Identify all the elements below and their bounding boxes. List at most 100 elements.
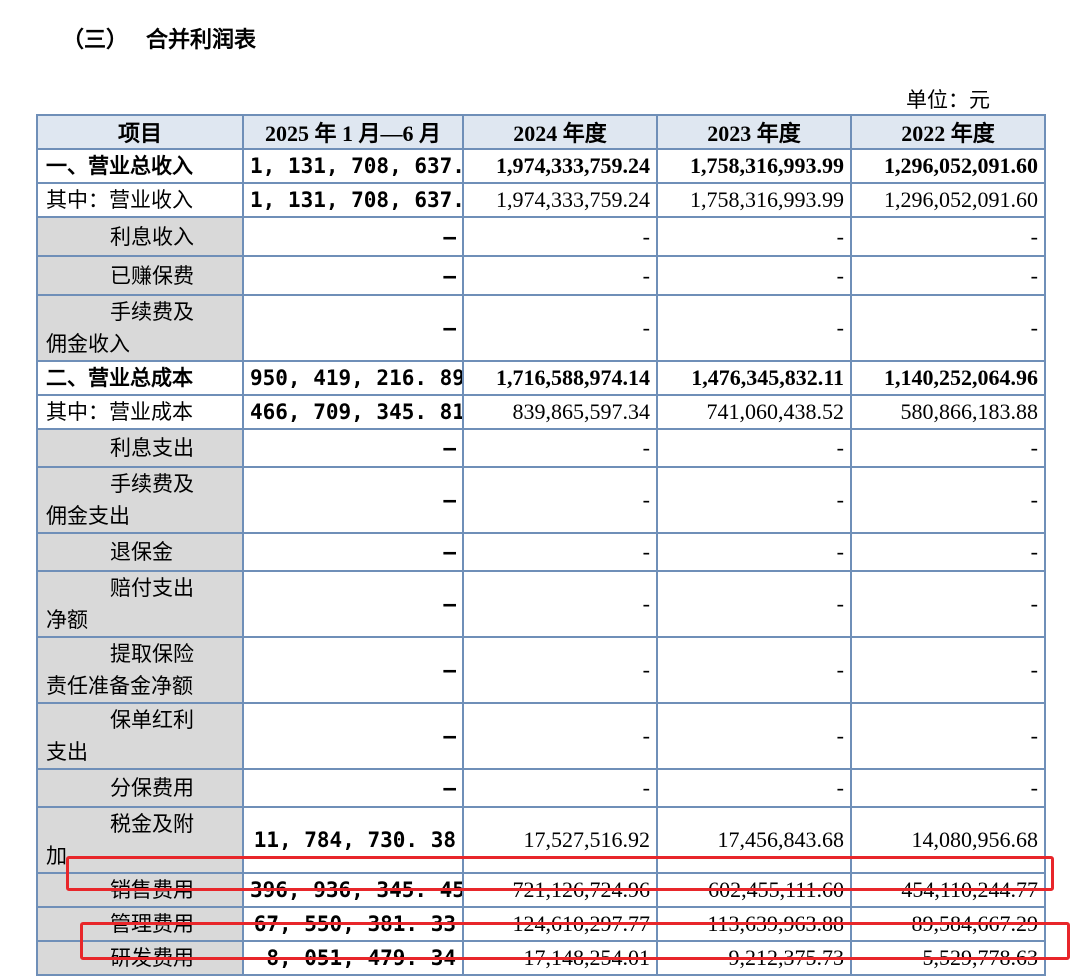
- cell-value: -: [462, 768, 658, 808]
- cell-value: 839,865,597.34: [462, 394, 658, 430]
- cell-value: -: [656, 255, 852, 296]
- header-row: 项目 2025 年 1 月—6 月 2024 年度 2023 年度 2022 年度: [36, 114, 1046, 150]
- cell-value: –: [242, 294, 464, 362]
- cell-value: 1, 131, 708, 637. 76: [242, 148, 464, 184]
- column-header: 2025 年 1 月—6 月: [242, 114, 464, 150]
- table-row: 手续费及 佣金支出 – - - -: [36, 466, 1046, 534]
- highlight-box: [80, 922, 1070, 960]
- label-line: 佣金支出: [46, 504, 130, 528]
- table-row: 其中：营业成本 466, 709, 345. 81 839,865,597.34 74…: [36, 394, 1046, 430]
- table-row: 赔付支出 净额 – - - -: [36, 570, 1046, 638]
- cell-value: -: [656, 532, 852, 572]
- cell-value: 1, 131, 708, 637. 76: [242, 182, 464, 218]
- cell-value: 17,527,516.92: [462, 806, 658, 874]
- cell-value: 14,080,956.68: [850, 806, 1046, 874]
- column-header: 2022 年度: [850, 114, 1046, 150]
- label-line: 利息收入: [110, 224, 194, 249]
- cell-value: 1,974,333,759.24: [462, 148, 658, 184]
- label-line: 净额: [46, 608, 88, 632]
- cell-value: 1,140,252,064.96: [850, 360, 1046, 396]
- cell-value: -: [462, 216, 658, 257]
- table-row: 税金及附加 11, 784, 730. 38 17,527,516.92 17,456…: [36, 806, 1046, 874]
- cell-value: -: [656, 216, 852, 257]
- cell-value: -: [656, 636, 852, 704]
- label-line: 保单红利: [110, 708, 194, 732]
- cell-value: 950, 419, 216. 89: [242, 360, 464, 396]
- row-label: 提取保险 责任准备金净额: [36, 636, 244, 704]
- label-line: 手续费及: [110, 300, 194, 324]
- cell-value: -: [850, 294, 1046, 362]
- label-line: 已赚保费: [110, 263, 194, 288]
- cell-value: -: [850, 466, 1046, 534]
- row-label: 手续费及 佣金收入: [36, 294, 244, 362]
- label-line: 支出: [46, 740, 88, 764]
- cell-value: -: [656, 702, 852, 770]
- cell-value: 466, 709, 345. 81: [242, 394, 464, 430]
- row-label: 其中：营业收入: [36, 182, 244, 218]
- label-line: 利息支出: [110, 436, 194, 460]
- row-label: 一、营业总收入: [36, 148, 244, 184]
- income-table: 项目 2025 年 1 月—6 月 2024 年度 2023 年度 2022 年度 一、…: [36, 114, 1046, 976]
- cell-value: -: [462, 570, 658, 638]
- label-line: 分保费用: [110, 776, 194, 800]
- cell-value: -: [656, 570, 852, 638]
- cell-value: -: [462, 466, 658, 534]
- cell-value: -: [462, 428, 658, 468]
- table-row: 利息支出 – - - -: [36, 428, 1046, 468]
- cell-value: 1,296,052,091.60: [850, 182, 1046, 218]
- row-label: 分保费用: [36, 768, 244, 808]
- cell-value: –: [242, 768, 464, 808]
- cell-value: 11, 784, 730. 38: [242, 806, 464, 874]
- cell-value: -: [462, 532, 658, 572]
- table-row: 一、营业总收入 1, 131, 708, 637. 761,974,333,759…: [36, 148, 1046, 184]
- table-row: 手续费及 佣金收入 – - - -: [36, 294, 1046, 362]
- label-line: 提取保险: [110, 642, 194, 666]
- cell-value: -: [656, 428, 852, 468]
- label-line: 赔付支出: [110, 576, 194, 600]
- cell-value: -: [850, 570, 1046, 638]
- cell-value: -: [462, 255, 658, 296]
- cell-value: –: [242, 466, 464, 534]
- table-row: 分保费用 – - - -: [36, 768, 1046, 808]
- cell-value: -: [656, 466, 852, 534]
- label-line: 退保金: [110, 540, 173, 564]
- cell-value: -: [850, 636, 1046, 704]
- table-row: 二、营业总成本 950, 419, 216. 89 1,716,588,974.14…: [36, 360, 1046, 396]
- row-label: 税金及附加: [36, 806, 244, 874]
- title: 合并利润表: [146, 28, 257, 53]
- cell-value: –: [242, 532, 464, 572]
- cell-value: -: [462, 636, 658, 704]
- row-label: 其中：营业成本: [36, 394, 244, 430]
- row-label: 手续费及佣金支出: [36, 466, 244, 534]
- label-line: 一、营业总收入: [46, 154, 193, 178]
- row-label: 赔付支出 净额: [36, 570, 244, 638]
- cell-value: 1,716,588,974.14: [462, 360, 658, 396]
- cell-value: -: [850, 768, 1046, 808]
- table-row: 已赚保费 – - - -: [36, 255, 1046, 296]
- table-body: 一、营业总收入 1, 131, 708, 637. 761,974,333,759…: [36, 148, 1046, 976]
- cell-value: 580,866,183.88: [850, 394, 1046, 430]
- column-header: 2024 年度: [462, 114, 658, 150]
- cell-value: 17,456,843.68: [656, 806, 852, 874]
- table-row: 其中：营业收入 1, 131, 708, 637. 761,974,333,759…: [36, 182, 1046, 218]
- table-row: 提取保险 责任准备金净额 – - - -: [36, 636, 1046, 704]
- section-number: （三）: [62, 28, 129, 53]
- cell-value: -: [850, 428, 1046, 468]
- cell-value: 1,758,316,993.99: [656, 148, 852, 184]
- cell-value: -: [656, 294, 852, 362]
- cell-value: 741,060,438.52: [656, 394, 852, 430]
- cell-value: -: [462, 294, 658, 362]
- cell-value: -: [850, 702, 1046, 770]
- row-label: 退保金: [36, 532, 244, 572]
- label-line: 税金及附: [110, 812, 194, 836]
- label-line: 其中：营业成本: [46, 400, 193, 424]
- highlight-box: [66, 856, 1054, 891]
- cell-value: –: [242, 570, 464, 638]
- cell-value: -: [656, 768, 852, 808]
- label-line: 二、营业总成本: [46, 366, 193, 390]
- cell-value: –: [242, 255, 464, 296]
- label-line: 其中：营业收入: [46, 188, 193, 212]
- cell-value: 1,758,316,993.99: [656, 182, 852, 218]
- label-line: 手续费及: [110, 472, 194, 496]
